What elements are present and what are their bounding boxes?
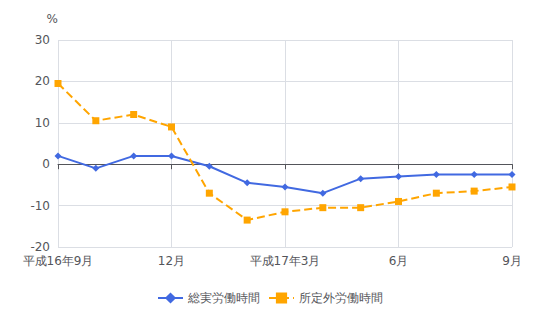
svg-text:平成16年9月: 平成16年9月 [23,254,94,268]
svg-text:%: % [47,12,58,26]
svg-text:9月: 9月 [502,254,522,268]
svg-text:総実労働時間: 総実労働時間 [187,291,260,305]
svg-text:-10: -10 [30,199,50,213]
svg-text:6月: 6月 [389,254,409,268]
svg-text:-20: -20 [30,240,50,254]
svg-text:30: 30 [35,33,50,47]
svg-text:平成17年3月: 平成17年3月 [250,254,321,268]
svg-text:0: 0 [42,157,50,171]
svg-text:20: 20 [35,74,50,88]
svg-text:所定外労働時間: 所定外労働時間 [299,291,383,305]
svg-text:10: 10 [35,116,50,130]
svg-text:12月: 12月 [158,254,185,268]
